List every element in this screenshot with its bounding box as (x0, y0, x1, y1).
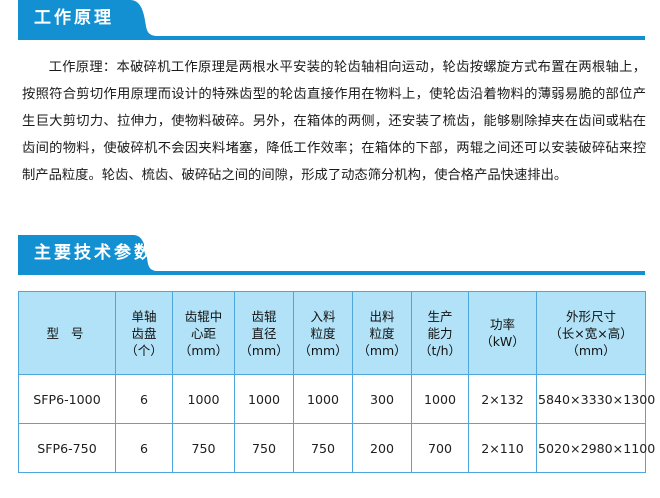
cell-dimensions: 5020×2980×1100 (536, 423, 655, 473)
cell-center-distance: 1000 (172, 374, 235, 424)
col-header-disks: 单轴 齿盘 （个） (115, 291, 173, 375)
section-title-parameters: 主要技术参数 (34, 243, 154, 263)
section-banner-parameters: 主要技术参数 (0, 235, 660, 275)
cell-center-distance: 750 (172, 423, 235, 473)
banner-underline (18, 271, 645, 275)
section-spacer (0, 189, 660, 235)
cell-power: 2×110 (468, 423, 537, 473)
cell-capacity: 700 (411, 423, 469, 473)
cell-capacity: 1000 (411, 374, 469, 424)
banner-shape (18, 0, 158, 40)
col-header-center-distance: 齿辊中 心距 （mm） (172, 291, 235, 375)
cell-feed-size: 1000 (293, 374, 353, 424)
col-header-feed-size: 入料 粒度 （mm） (293, 291, 353, 375)
principle-body: 工作原理：本破碎机工作原理是两根水平安装的轮齿轴相向运动，轮齿按螺旋方式布置在两… (0, 40, 660, 189)
table-row: SFP6-750 6 750 750 750 200 700 2×110 502… (18, 423, 655, 473)
table-header-row: 型 号 单轴 齿盘 （个） 齿辊中 心距 （mm） 齿辊 直径 （mm） (18, 291, 646, 375)
banner-shape (18, 235, 158, 275)
cell-output-size: 200 (352, 423, 412, 473)
cell-disks: 6 (115, 423, 173, 473)
cell-roller-diameter: 750 (234, 423, 294, 473)
section-title-principle: 工作原理 (34, 8, 114, 28)
cell-disks: 6 (115, 374, 173, 424)
col-header-capacity: 生产 能力 （t/h） (411, 291, 469, 375)
table-row: SFP6-1000 6 1000 1000 1000 300 1000 2×13… (18, 374, 655, 424)
principle-paragraph: 工作原理：本破碎机工作原理是两根水平安装的轮齿轴相向运动，轮齿按螺旋方式布置在两… (22, 60, 646, 183)
cell-dimensions: 5840×3330×1300 (536, 374, 655, 424)
col-header-dimensions: 外形尺寸 （长×宽×高） （mm） (536, 291, 646, 375)
col-header-output-size: 出料 粒度 （mm） (352, 291, 412, 375)
cell-power: 2×132 (468, 374, 537, 424)
cell-model: SFP6-1000 (18, 374, 116, 424)
col-header-power: 功率 （kW） (468, 291, 537, 375)
cell-model: SFP6-750 (18, 423, 116, 473)
section-banner-principle: 工作原理 (0, 0, 660, 40)
cell-output-size: 300 (352, 374, 412, 424)
banner-underline (18, 36, 645, 40)
col-header-model: 型 号 (18, 291, 116, 375)
spec-table: 型 号 单轴 齿盘 （个） 齿辊中 心距 （mm） 齿辊 直径 （mm） (18, 291, 655, 473)
cell-roller-diameter: 1000 (234, 374, 294, 424)
spec-table-wrap: 型 号 单轴 齿盘 （个） 齿辊中 心距 （mm） 齿辊 直径 （mm） (0, 275, 660, 473)
col-header-roller-diameter: 齿辊 直径 （mm） (234, 291, 294, 375)
cell-feed-size: 750 (293, 423, 353, 473)
